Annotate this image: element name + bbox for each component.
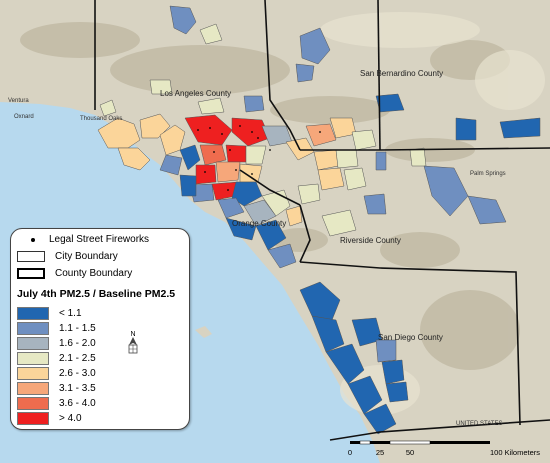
la-cities [149,5,293,203]
legend-class-label: 3.1 - 3.5 [59,383,96,394]
legend-label-county-boundary: County Boundary [55,268,133,279]
scale-tick-50: 50 [406,448,414,457]
legend-swatch [17,367,49,380]
island [195,326,212,338]
city-boundary-symbol [17,251,45,262]
legend-class-row: > 4.0 [17,412,82,425]
label-san-bernardino-county: San Bernardino County [360,69,443,78]
legend-class-row: < 1.1 [17,307,82,320]
legend-class-row: 1.1 - 1.5 [17,322,96,335]
legend-label-fireworks: Legal Street Fireworks [49,234,150,245]
label-united-states: UNITED STATES [456,421,502,427]
legend-swatch [17,397,49,410]
legend-swatch [17,322,49,335]
scale-bar: 0 25 50 100 Kilometers [348,440,540,457]
legend-swatch [17,337,49,350]
county-boundary-symbol [17,268,45,279]
fireworks-dot-symbol [31,237,35,242]
legend-class-row: 3.6 - 4.0 [17,397,96,410]
scale-tick-25: 25 [376,448,384,457]
legend-swatch [17,382,49,395]
map-legend: Legal Street Fireworks City Boundary Cou… [10,228,190,430]
legend-class-row: 2.6 - 3.0 [17,367,96,380]
legend-class-row: 3.1 - 3.5 [17,382,96,395]
label-thousand-oaks: Thousand Oaks [80,116,122,122]
legend-class-label: < 1.1 [59,308,82,319]
legend-row-city-boundary: City Boundary [17,251,118,262]
legend-class-label: > 4.0 [59,413,82,424]
inland-cities [285,27,541,237]
county-boundaries [94,0,550,441]
legend-class-label: 3.6 - 4.0 [59,398,96,409]
label-los-angeles-county: Los Angeles County [160,89,231,98]
legend-swatch [17,412,49,425]
north-arrow-label: N [130,331,135,338]
legend-row-fireworks: Legal Street Fireworks [17,234,149,245]
label-orange-county: Orange County [232,219,286,228]
legend-class-row: 2.1 - 2.5 [17,352,96,365]
label-palm-springs: Palm Springs [470,171,506,177]
scale-tick-100: 100 Kilometers [490,448,540,457]
legend-class-label: 1.6 - 2.0 [59,338,96,349]
north-arrow-icon: N [128,331,138,354]
legend-label-city-boundary: City Boundary [55,251,118,262]
legend-swatch [17,352,49,365]
legend-class-row: 1.6 - 2.0 [17,337,96,350]
legend-swatch [17,307,49,320]
legend-class-label: 2.1 - 2.5 [59,353,96,364]
fireworks-dots [197,125,321,191]
label-oxnard: Oxnard [14,114,34,120]
legend-class-label: 2.6 - 3.0 [59,368,96,379]
legend-class-label: 1.1 - 1.5 [59,323,96,334]
scale-tick-0: 0 [348,448,352,457]
legend-title: July 4th PM2.5 / Baseline PM2.5 [17,288,176,300]
label-riverside-county: Riverside County [340,236,401,245]
san-diego-cities [299,281,409,435]
legend-row-county-boundary: County Boundary [17,268,132,279]
orange-cities [217,181,303,269]
label-san-diego-county: San Diego County [378,333,443,342]
label-ventura: Ventura [8,98,29,104]
ventura-cities [97,99,171,171]
